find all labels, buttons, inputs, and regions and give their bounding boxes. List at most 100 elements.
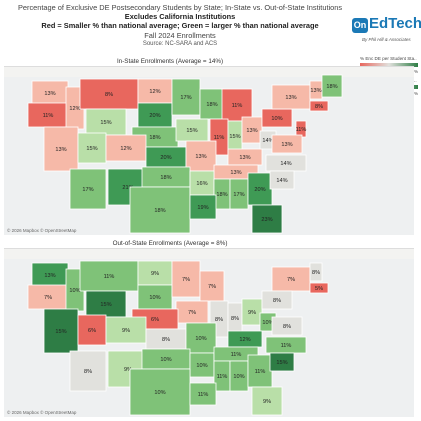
outstate-label-ms: 11% <box>217 374 228 380</box>
outstate-label-ky: 12% <box>239 337 250 343</box>
instate-label-wi: 18% <box>206 102 217 108</box>
report-header: Percentage of Exclusive DE Postsecondary… <box>0 0 421 52</box>
outstate-label-mn: 7% <box>182 277 190 283</box>
outstate-basemap-land <box>4 249 414 259</box>
instate-label-ms: 18% <box>216 192 227 198</box>
outstate-state-la[interactable] <box>189 382 217 406</box>
outstate-label-pa: 8% <box>273 298 281 304</box>
instate-label-nj: 11% <box>296 127 307 133</box>
outstate-state-mo[interactable] <box>185 322 217 354</box>
instate-label-az: 17% <box>82 187 93 193</box>
outstate-state-az[interactable] <box>69 350 107 392</box>
outstate-label-fl: 9% <box>263 399 271 405</box>
instate-state-mn[interactable] <box>171 78 201 116</box>
instate-state-la[interactable] <box>189 194 217 220</box>
title-line-1: Percentage of Exclusive DE Postsecondary… <box>17 3 343 12</box>
outstate-map[interactable]: 13% 7% 10% 11% 9% 10% 15% 7% 7% 7% 6% 7% 8% 5% 15% 6% 9%… <box>4 248 414 417</box>
outstate-state-va[interactable] <box>271 316 303 336</box>
logo-badge: On <box>352 18 368 33</box>
outstate-label-al: 10% <box>233 374 244 380</box>
instate-label-tx: 18% <box>154 208 165 214</box>
instate-state-mi[interactable] <box>221 88 253 122</box>
outstate-map-attribution[interactable]: © 2026 Mapbox © OpenStreetMap <box>7 410 77 415</box>
instate-label-wa: 13% <box>44 91 55 97</box>
outstate-state-ma[interactable] <box>309 282 329 294</box>
instate-label-ks: 20% <box>160 155 171 161</box>
outstate-state-sc[interactable] <box>269 352 295 372</box>
instate-state-fl[interactable] <box>251 204 283 234</box>
outstate-label-mo: 10% <box>195 336 206 342</box>
outstate-label-nm: 9% <box>124 367 132 373</box>
outstate-state-ar[interactable] <box>189 352 215 378</box>
outstate-state-nd[interactable] <box>137 260 173 286</box>
outstate-label-ma: 5% <box>315 286 323 292</box>
outstate-label-wy: 15% <box>100 302 111 308</box>
instate-state-ut[interactable] <box>77 132 107 164</box>
instate-label-nm: 21% <box>122 185 133 191</box>
logo-tagline: By Phil Hill & Associates <box>362 37 411 42</box>
instate-label-nv: 13% <box>55 147 66 153</box>
instate-state-va[interactable] <box>271 134 303 154</box>
instate-label-nc: 14% <box>280 161 291 167</box>
outstate-state-fl[interactable] <box>251 386 283 416</box>
instate-label-or: 11% <box>43 113 54 119</box>
outstate-state-vt[interactable] <box>309 262 323 282</box>
instate-state-sc[interactable] <box>269 170 295 190</box>
outstate-state-mn[interactable] <box>171 260 201 298</box>
outstate-state-or[interactable] <box>27 284 69 310</box>
outstate-state-pa[interactable] <box>261 290 293 310</box>
instate-state-wa[interactable] <box>31 80 69 106</box>
outstate-label-va: 8% <box>283 324 291 330</box>
instate-map[interactable]: 13% 11% 12% 8% 12% 20% 15% 18% 17% 18% 11% 15% 11% 15… <box>4 66 414 235</box>
outstate-state-nv[interactable] <box>43 308 79 354</box>
instate-label-tn: 13% <box>230 170 241 176</box>
instate-label-in: 15% <box>229 134 240 140</box>
outstate-label-co: 9% <box>122 328 130 334</box>
instate-state-ny[interactable] <box>271 84 311 110</box>
onedtech-logo: On EdTech By Phil Hill & Associates <box>352 15 421 49</box>
instate-state-me[interactable] <box>321 74 343 98</box>
instate-map-title: In-State Enrollments (Average = 14%) <box>116 58 224 65</box>
outstate-state-wy[interactable] <box>85 290 127 318</box>
instate-label-al: 17% <box>233 192 244 198</box>
instate-state-ma[interactable] <box>309 100 329 112</box>
instate-label-mi: 11% <box>232 103 243 109</box>
outstate-state-mt[interactable] <box>79 260 139 292</box>
instate-label-oh: 13% <box>246 128 257 134</box>
instate-state-wy[interactable] <box>85 108 127 136</box>
outstate-label-ar: 10% <box>196 363 207 369</box>
instate-label-ia: 15% <box>186 128 197 134</box>
instate-label-co: 12% <box>120 146 131 152</box>
instate-state-az[interactable] <box>69 168 107 210</box>
instate-label-ky: 13% <box>239 155 250 161</box>
legend-instate-title: % Enc DE per Student Sta.. <box>360 56 417 61</box>
outstate-state-tx[interactable] <box>129 368 191 416</box>
outstate-label-wi: 7% <box>208 284 216 290</box>
outstate-state-co[interactable] <box>105 316 147 344</box>
instate-state-nv[interactable] <box>43 126 79 172</box>
outstate-label-ut: 6% <box>88 328 96 334</box>
outstate-state-wi[interactable] <box>199 270 225 302</box>
outstate-state-oh[interactable] <box>241 298 263 326</box>
instate-label-sc: 14% <box>276 178 287 184</box>
outstate-label-sd: 10% <box>149 295 160 301</box>
instate-state-oh[interactable] <box>241 116 263 144</box>
instate-map-attribution[interactable]: © 2026 Mapbox © OpenStreetMap <box>7 228 77 233</box>
instate-map-svg: 13% 11% 12% 8% 12% 20% 15% 18% 17% 18% 11% 15% 11% 15… <box>4 67 414 234</box>
instate-state-ar[interactable] <box>189 170 215 196</box>
instate-label-me: 18% <box>326 84 337 90</box>
outstate-map-svg: 13% 7% 10% 11% 9% 10% 15% 7% 7% 7% 6% 7% 8% 5% 15% 6% 9%… <box>4 249 414 416</box>
outstate-label-wv: 10% <box>262 320 273 326</box>
instate-state-ga[interactable] <box>247 172 273 206</box>
instate-state-mo[interactable] <box>185 140 217 172</box>
outstate-label-id: 10% <box>69 288 80 294</box>
instate-label-la: 19% <box>197 205 208 211</box>
outstate-label-ne: 6% <box>151 317 159 323</box>
outstate-label-tn: 11% <box>231 352 242 358</box>
outstate-label-ks: 8% <box>162 337 170 343</box>
title-line-2: Excludes California Institutions <box>124 12 236 21</box>
instate-state-co[interactable] <box>105 134 147 162</box>
instate-label-nd: 12% <box>149 89 160 95</box>
instate-label-vt: 13% <box>310 88 321 94</box>
outstate-label-ok: 10% <box>160 357 171 363</box>
